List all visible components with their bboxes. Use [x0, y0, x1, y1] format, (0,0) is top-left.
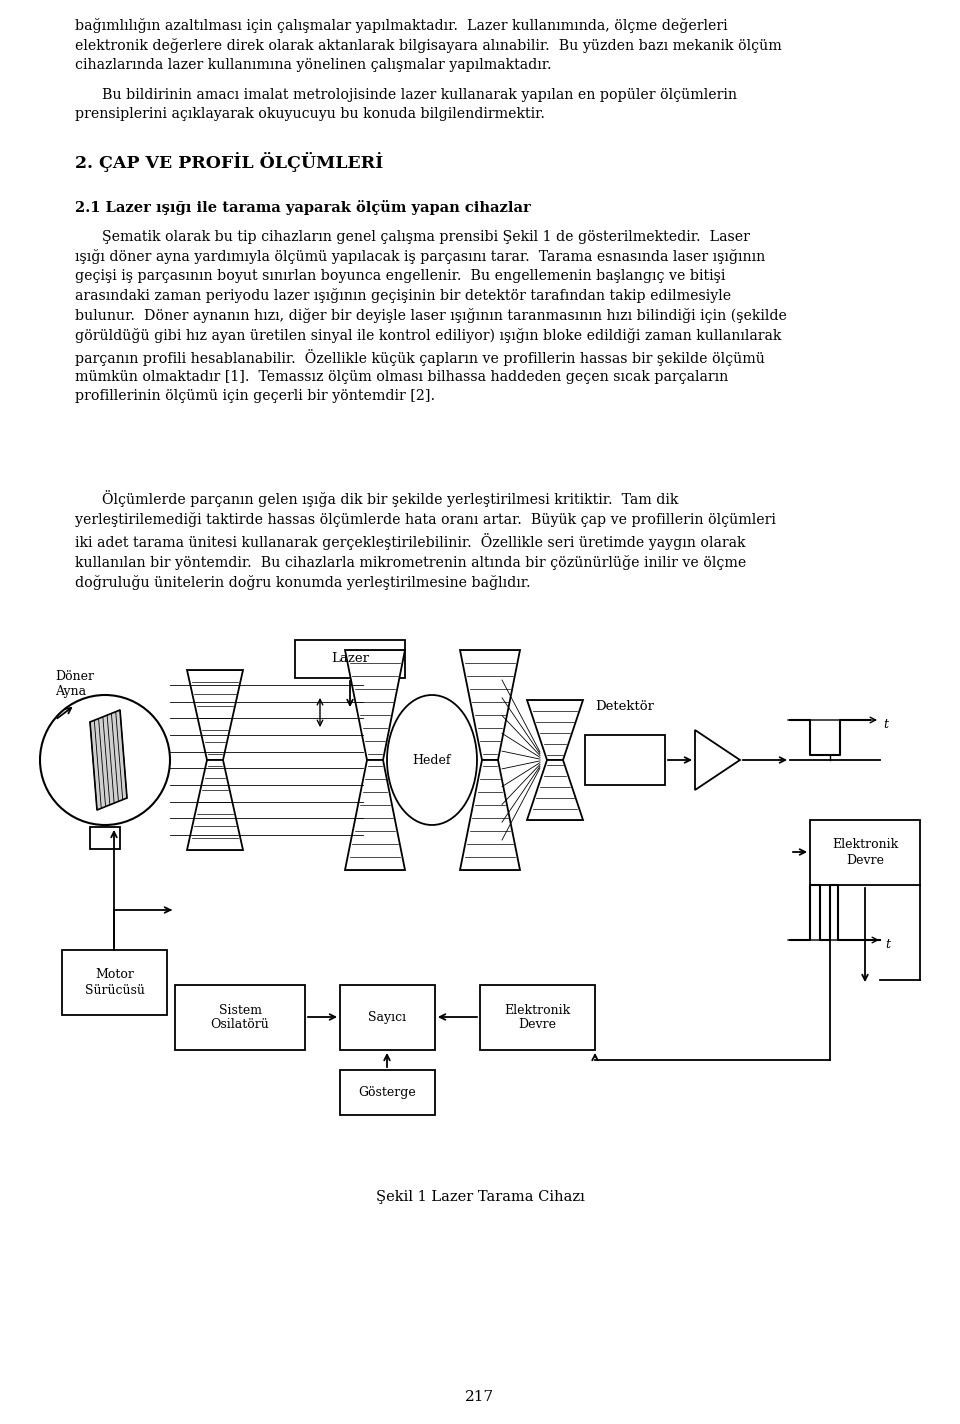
Bar: [340, 985, 435, 1049]
Bar: [480, 985, 595, 1049]
Polygon shape: [90, 711, 127, 810]
Polygon shape: [345, 649, 405, 760]
Bar: [62, 950, 167, 1015]
Polygon shape: [527, 760, 583, 820]
Text: Motor
Sürücüsü: Motor Sürücüsü: [84, 968, 144, 997]
Text: Bu bildirinin amacı imalat metrolojisinde lazer kullanarak yapılan en popüler öl: Bu bildirinin amacı imalat metrolojisind…: [75, 88, 737, 121]
Bar: [175, 985, 305, 1049]
Bar: [295, 639, 405, 678]
Text: Sayıcı: Sayıcı: [369, 1011, 407, 1024]
Text: Elektronik
Devre: Elektronik Devre: [504, 1004, 570, 1031]
Bar: [810, 820, 920, 884]
Polygon shape: [527, 701, 583, 760]
Text: 2. ÇAP VE PROFİL ÖLÇÜMLERİ: 2. ÇAP VE PROFİL ÖLÇÜMLERİ: [75, 152, 383, 172]
Text: Lazer: Lazer: [331, 652, 369, 665]
Text: Ölçümlerde parçanın gelen ışığa dik bir şekilde yerleştirilmesi kritiktir.  Tam : Ölçümlerde parçanın gelen ışığa dik bir …: [75, 490, 776, 590]
Text: Sistem
Osilatörü: Sistem Osilatörü: [210, 1004, 270, 1031]
Polygon shape: [460, 649, 520, 760]
Text: Şekil 1 Lazer Tarama Cihazı: Şekil 1 Lazer Tarama Cihazı: [375, 1190, 585, 1205]
Text: Elektronik
Devre: Elektronik Devre: [832, 839, 899, 866]
Polygon shape: [345, 760, 405, 870]
Polygon shape: [187, 671, 243, 760]
Text: Şematik olarak bu tip cihazların genel çalışma prensibi Şekil 1 de gösterilmekte: Şematik olarak bu tip cihazların genel ç…: [75, 231, 787, 403]
Polygon shape: [187, 760, 243, 850]
Polygon shape: [460, 760, 520, 870]
Polygon shape: [695, 731, 740, 790]
Text: bağımlılığın azaltılması için çalışmalar yapılmaktadır.  Lazer kullanımında, ölç: bağımlılığın azaltılması için çalışmalar…: [75, 19, 781, 71]
Text: 2.1 Lazer ışığı ile tarama yaparak ölçüm yapan cihazlar: 2.1 Lazer ışığı ile tarama yaparak ölçüm…: [75, 199, 531, 215]
Bar: [90, 827, 120, 849]
Text: t: t: [885, 938, 890, 951]
Text: 217: 217: [466, 1390, 494, 1404]
Bar: [585, 735, 665, 785]
Text: Döner
Ayna: Döner Ayna: [55, 671, 94, 698]
Text: Hedef: Hedef: [413, 753, 451, 766]
Text: Gösterge: Gösterge: [359, 1087, 417, 1099]
Bar: [340, 1069, 435, 1115]
Text: Detektör: Detektör: [595, 701, 654, 713]
Text: t: t: [883, 719, 888, 732]
